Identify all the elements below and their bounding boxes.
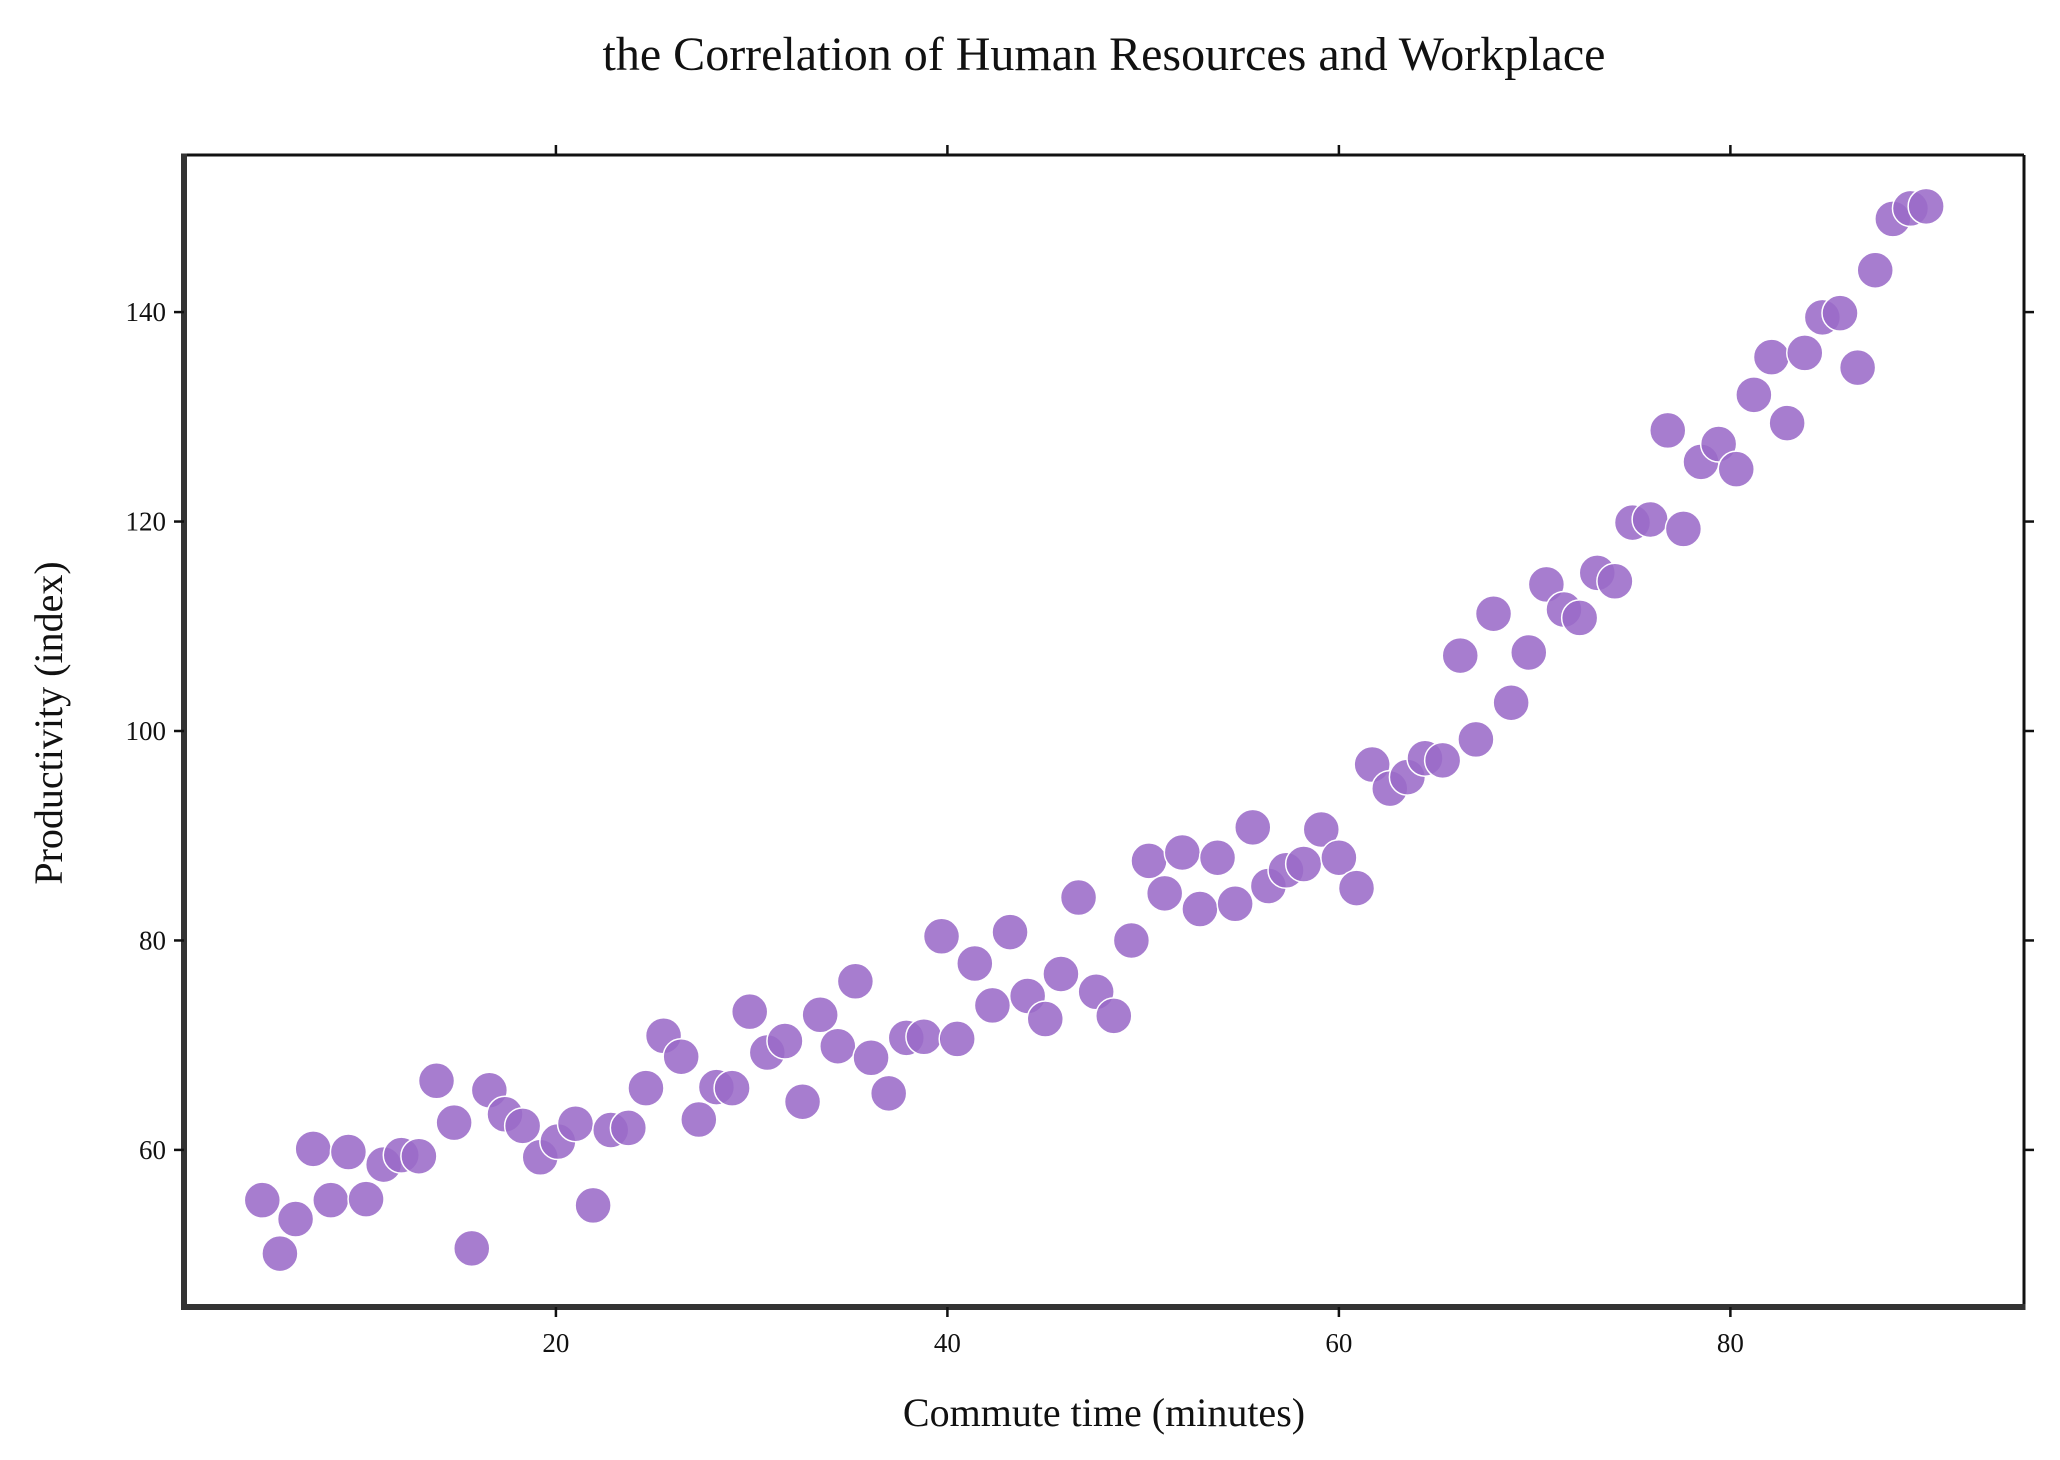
scatter-point-70 xyxy=(1457,720,1495,759)
scatter-point-93 xyxy=(1856,251,1894,289)
scatter-point-51 xyxy=(1130,842,1168,880)
scatter-point-6 xyxy=(347,1180,385,1218)
scatter-point-15 xyxy=(503,1107,542,1145)
scatter-point-80 xyxy=(1631,500,1669,539)
scatter-point-38 xyxy=(905,1018,943,1056)
scatter-point-78 xyxy=(1596,562,1634,600)
chart-title: the Correlation of Human Resources and W… xyxy=(603,28,1606,81)
scatter-point-21 xyxy=(609,1109,648,1147)
scatter-point-56 xyxy=(1216,885,1254,923)
scatter-point-46 xyxy=(1042,955,1080,993)
scatter-point-3 xyxy=(294,1130,332,1168)
scatter-point-24 xyxy=(662,1037,700,1076)
scatter-point-31 xyxy=(783,1082,822,1121)
points-layer xyxy=(243,187,1945,1273)
scatter-point-4 xyxy=(312,1181,350,1219)
scatter-point-27 xyxy=(713,1069,751,1107)
scatter-point-81 xyxy=(1648,411,1687,450)
scatter-point-36 xyxy=(869,1074,908,1113)
x-tick-label-40: 40 xyxy=(934,1328,961,1358)
scatter-point-62 xyxy=(1320,838,1358,877)
scatter-point-22 xyxy=(627,1069,665,1107)
scatter-point-9 xyxy=(400,1137,438,1175)
scatter-point-34 xyxy=(836,962,875,1001)
scatter-point-42 xyxy=(973,986,1012,1025)
scatter-point-33 xyxy=(819,1027,857,1065)
x-axis-label: Commute time (minutes) xyxy=(903,1390,1305,1435)
scatter-point-91 xyxy=(1821,294,1859,332)
scatter-point-57 xyxy=(1234,808,1272,847)
scatter-point-71 xyxy=(1474,594,1513,633)
scatter-point-72 xyxy=(1492,683,1530,722)
scatter-point-5 xyxy=(329,1133,368,1171)
scatter-point-19 xyxy=(574,1186,612,1225)
scatter-point-68 xyxy=(1423,741,1462,780)
scatter-point-30 xyxy=(766,1022,804,1060)
scatter-point-1 xyxy=(261,1234,299,1273)
scatter-point-54 xyxy=(1181,890,1219,928)
scatter-point-76 xyxy=(1560,599,1599,637)
scatter-point-41 xyxy=(956,944,994,983)
scatter-point-61 xyxy=(1302,810,1341,849)
y-tick-label-120: 120 xyxy=(126,507,167,537)
y-tick-label-60: 60 xyxy=(139,1135,166,1165)
scatter-point-52 xyxy=(1145,874,1184,913)
scatter-point-11 xyxy=(435,1103,473,1142)
x-tick-label-60: 60 xyxy=(1325,1328,1352,1358)
scatter-point-39 xyxy=(922,917,961,956)
y-axis-label: Productivity (index) xyxy=(26,561,71,884)
scatter-point-86 xyxy=(1735,376,1773,414)
scatter-point-12 xyxy=(452,1229,491,1268)
scatter-point-2 xyxy=(276,1200,315,1238)
scatter-point-60 xyxy=(1284,845,1323,883)
scatter-point-45 xyxy=(1026,1000,1065,1038)
scatter-point-49 xyxy=(1095,997,1133,1035)
scatter-point-35 xyxy=(852,1038,890,1077)
scatter-point-32 xyxy=(801,996,839,1034)
scatter-point-92 xyxy=(1838,348,1877,387)
x-tick-label-20: 20 xyxy=(542,1328,569,1358)
scatter-point-87 xyxy=(1752,338,1791,376)
scatter-point-69 xyxy=(1441,636,1480,675)
scatter-point-43 xyxy=(991,913,1029,951)
scatter-point-73 xyxy=(1510,633,1548,672)
scatter-point-89 xyxy=(1786,334,1824,372)
scatter-point-40 xyxy=(938,1020,976,1058)
ticks-layer: 20 40 60 80 60 80 100 120 140 xyxy=(126,145,2034,1358)
y-tick-label-140: 140 xyxy=(126,297,167,327)
y-tick-label-80: 80 xyxy=(139,925,166,955)
scatter-point-88 xyxy=(1768,404,1806,442)
scatter-point-53 xyxy=(1163,833,1202,872)
scatter-point-82 xyxy=(1664,510,1703,548)
scatter-point-55 xyxy=(1198,838,1237,877)
scatter-point-63 xyxy=(1337,869,1376,907)
scatter-point-18 xyxy=(556,1104,595,1143)
scatter-point-50 xyxy=(1112,921,1151,960)
scatter-point-0 xyxy=(243,1181,282,1219)
scatter-point-47 xyxy=(1059,878,1098,917)
scatter-point-96 xyxy=(1907,187,1945,226)
scatter-point-25 xyxy=(680,1100,718,1139)
scatter-point-85 xyxy=(1717,450,1756,488)
scatter-point-10 xyxy=(417,1062,456,1100)
x-tick-label-80: 80 xyxy=(1717,1328,1744,1358)
y-tick-label-100: 100 xyxy=(126,716,167,746)
scatter-point-28 xyxy=(730,992,769,1031)
